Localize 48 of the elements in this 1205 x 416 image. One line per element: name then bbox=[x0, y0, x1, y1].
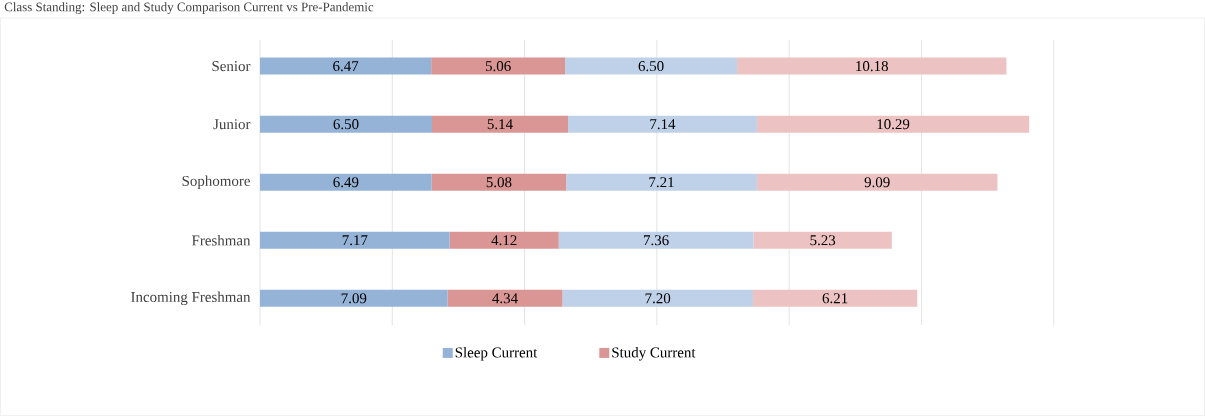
data-label: 7.36 bbox=[644, 235, 669, 246]
data-label: 7.21 bbox=[649, 177, 674, 188]
bar bbox=[756, 173, 998, 191]
data-label: 9.09 bbox=[864, 177, 890, 188]
bar bbox=[567, 115, 757, 133]
bar bbox=[447, 289, 563, 307]
data-label: 5.06 bbox=[485, 61, 511, 72]
data-label: 7.20 bbox=[645, 293, 671, 304]
bar bbox=[431, 57, 566, 75]
bar bbox=[562, 289, 753, 307]
y-tick-label: Freshman bbox=[191, 235, 251, 246]
data-label: 6.21 bbox=[822, 293, 848, 304]
data-label: 6.47 bbox=[333, 61, 359, 72]
data-label: 7.17 bbox=[342, 235, 368, 246]
bar bbox=[431, 173, 567, 191]
bar bbox=[558, 231, 754, 249]
data-label: 5.08 bbox=[486, 177, 512, 188]
data-label: 6.49 bbox=[333, 177, 359, 188]
bar bbox=[431, 115, 568, 133]
data-label: 5.23 bbox=[810, 235, 836, 246]
bar bbox=[260, 57, 432, 75]
bar bbox=[565, 57, 738, 75]
data-label: 10.29 bbox=[877, 119, 910, 130]
bar bbox=[756, 115, 1030, 133]
data-label: 4.34 bbox=[492, 293, 518, 304]
data-label: 7.14 bbox=[650, 119, 676, 130]
data-label: 7.09 bbox=[341, 293, 367, 304]
bar bbox=[752, 289, 918, 307]
y-tick-label: Junior bbox=[213, 119, 251, 130]
chart-title: Class Standing: Sleep and Study Comparison Current vs Pre-Pandemic bbox=[4, 2, 374, 14]
bar bbox=[753, 231, 892, 249]
y-tick-label: Incoming Freshman bbox=[131, 291, 251, 306]
data-label: 6.50 bbox=[333, 119, 359, 130]
data-label: 6.50 bbox=[638, 61, 664, 72]
legend-label: Study Current bbox=[612, 347, 696, 361]
y-tick-label: Sophomore bbox=[182, 175, 250, 189]
bar bbox=[260, 289, 448, 307]
bar bbox=[260, 173, 432, 191]
y-tick-label: Senior bbox=[212, 61, 251, 72]
data-label: 5.14 bbox=[487, 119, 513, 130]
bar bbox=[566, 173, 757, 191]
bar bbox=[260, 231, 450, 249]
data-label: 4.12 bbox=[491, 235, 517, 246]
data-label: 10.18 bbox=[856, 61, 888, 72]
bar bbox=[449, 231, 559, 249]
bar bbox=[260, 115, 432, 133]
legend-label: Sleep Current bbox=[455, 347, 538, 361]
bar bbox=[737, 57, 1007, 75]
